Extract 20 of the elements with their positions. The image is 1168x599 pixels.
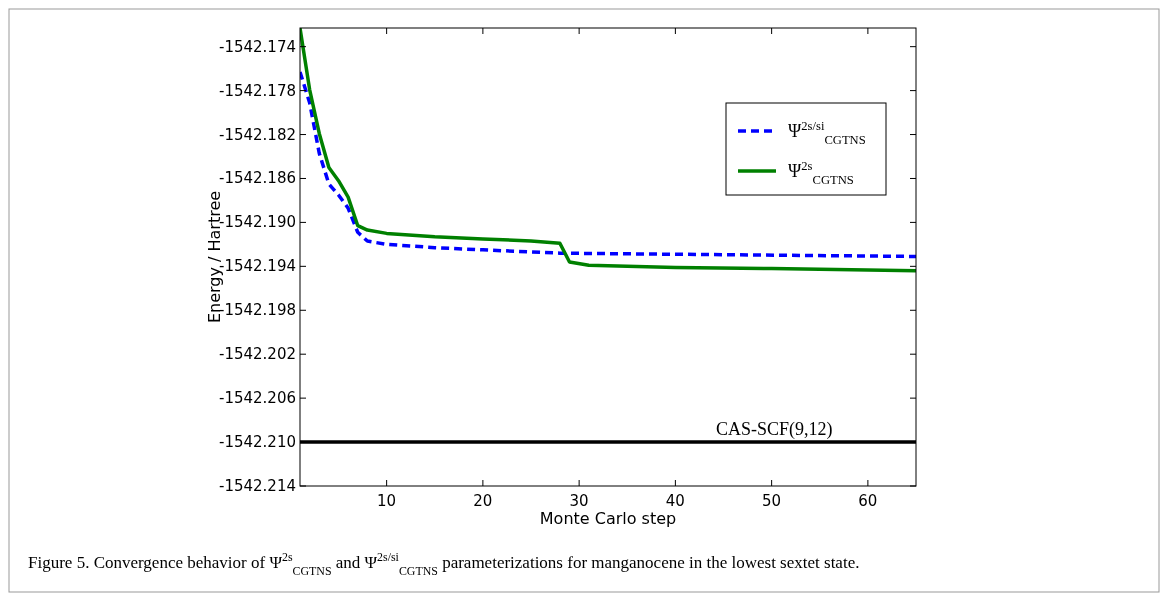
line-series [300, 28, 916, 273]
x-tick-label: 60 [858, 492, 878, 510]
y-tick-label: -1542.174 [219, 37, 296, 56]
x-tick-label: 40 [665, 492, 685, 510]
line-series [300, 70, 916, 259]
y-tick-label: -1542.182 [219, 125, 296, 144]
caption: Figure 5. Convergence behavior of Ψ$^{2s}$$_{CGTNS}$ and Ψ$^{2s/si}$$_{CGTNS}$ parameterizations for manganocene in the lowest sextet state. [28, 550, 860, 578]
y-tick-label: -1542.214 [219, 477, 296, 495]
y-tick-label: -1542.190 [219, 213, 296, 232]
ref-line-label: CAS-SCF(9,12) [716, 419, 833, 441]
x-tick-label: 10 [377, 492, 397, 510]
y-tick-label: -1542.210 [219, 433, 296, 452]
y-tick-label: -1542.178 [219, 81, 296, 100]
y-tick-label: -1542.202 [219, 345, 296, 364]
x-axis-title: Monte Carlo step [539, 509, 677, 528]
x-tick-label: 20 [473, 492, 493, 510]
y-tick-label: -1542.206 [219, 389, 296, 408]
x-tick-label: 30 [569, 492, 589, 510]
y-tick-label: -1542.186 [219, 169, 296, 188]
x-tick-label: 50 [762, 492, 782, 510]
